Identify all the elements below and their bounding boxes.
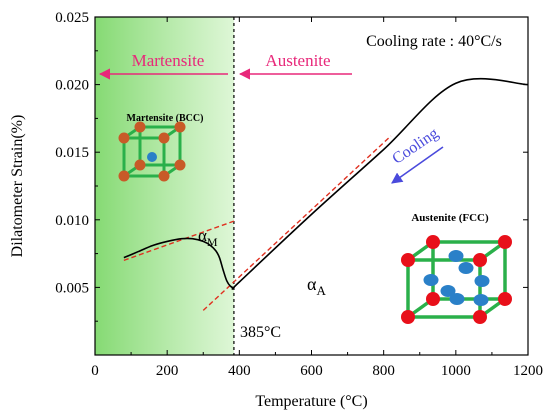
martensite-fit [123,220,235,262]
x-axis-ticks: 0 200 400 600 800 1000 1200 [91,17,543,379]
fit-lines [123,135,392,311]
y-tick-label: 0.020 [55,78,89,94]
martensite-bcc-crystal: Martensite (BCC) [118,113,204,182]
y-tick-label: 0.005 [55,280,89,296]
y-tick-label: 0.025 [55,10,89,26]
x-tick-label: 400 [228,363,251,379]
corner-atom [473,253,487,267]
center-atom [147,152,157,162]
martensite-crystal-label: Martensite (BCC) [127,113,204,124]
alpha-a-label: αA [307,274,326,298]
x-tick-label: 1200 [513,363,543,379]
austenite-crystal-label: Austenite (FCC) [411,212,489,224]
corner-atom [118,132,130,144]
cooling-arrow [391,146,444,184]
y-axis-ticks: 0.005 0.010 0.015 0.020 0.025 [55,10,528,356]
x-tick-label: 800 [372,363,395,379]
y-tick-label: 0.010 [55,213,89,229]
cooling-rate-label: Cooling rate : 40°C/s [366,33,502,50]
corner-atom [401,253,415,267]
corner-atom [426,292,440,306]
corner-atom [134,121,146,133]
face-atom [449,293,465,305]
transition-temperature-label: 385°C [240,324,281,341]
alpha-m-label: αM [198,226,218,249]
x-tick-label: 0 [91,363,99,379]
face-atom [458,262,474,274]
face-atom [423,274,439,286]
face-atom [440,285,456,297]
measured-strain-curve [123,77,529,290]
face-atom [474,275,490,287]
face-atom [473,294,489,306]
corner-atom [426,235,440,249]
corner-atom [158,170,170,182]
alpha-m-subscript: M [207,235,218,249]
cooling-label: Cooling [389,125,441,168]
corner-atom [401,310,415,324]
corner-atom [158,132,170,144]
x-tick-label: 600 [300,363,323,379]
austenite-label: Austenite [265,51,330,70]
corner-atom [118,170,130,182]
martensite-label: Martensite [132,51,205,70]
x-tick-label: 1000 [441,363,471,379]
corner-atom [174,121,186,133]
y-tick-label: 0.015 [55,145,89,161]
corner-atom [134,159,146,171]
corner-atom [174,159,186,171]
corner-atom [498,292,512,306]
y-axis-label: Dilatometer Strain(%) [9,115,26,258]
corner-atom [473,310,487,324]
alpha-a-subscript: A [316,283,326,298]
austenite-fcc-crystal: Austenite (FCC) [401,212,512,324]
x-tick-label: 200 [156,363,179,379]
austenite-fit [202,135,392,311]
face-atom [448,250,464,262]
corner-atom [498,235,512,249]
x-axis-label: Temperature (°C) [255,393,367,410]
